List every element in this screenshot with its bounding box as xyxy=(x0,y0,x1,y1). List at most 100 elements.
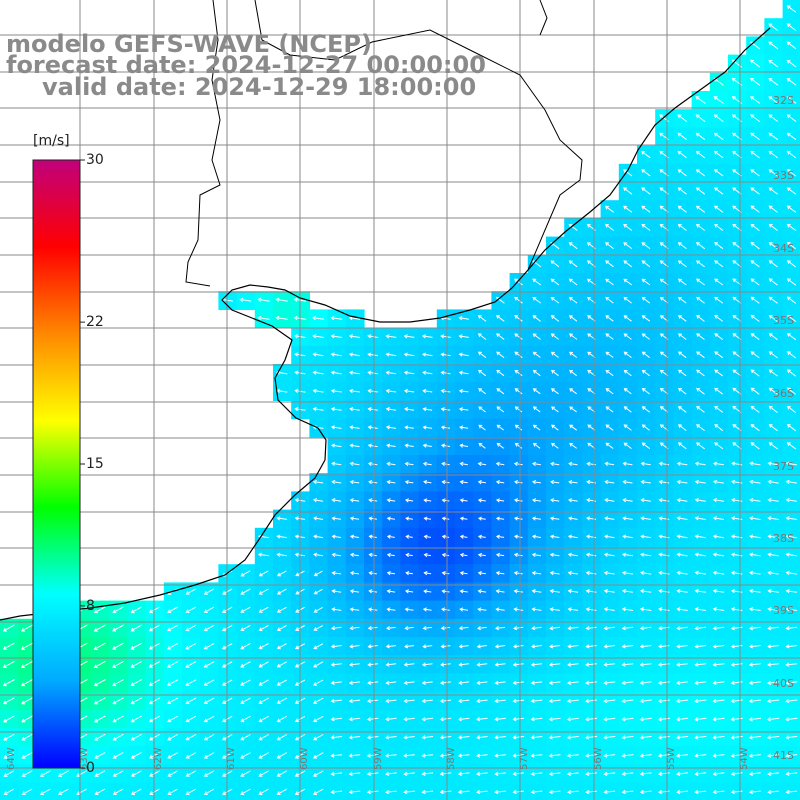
wind-arrow xyxy=(330,425,342,430)
wind-arrow xyxy=(422,352,433,357)
wind-arrow xyxy=(641,406,651,413)
wind-arrow xyxy=(421,334,433,339)
wind-arrow xyxy=(459,443,469,448)
wind-arrow xyxy=(712,588,725,594)
wind-arrow xyxy=(494,789,506,795)
wind-arrow xyxy=(676,479,688,485)
wind-arrow xyxy=(513,626,524,631)
wind-arrow xyxy=(603,680,616,685)
wind-arrow xyxy=(385,680,397,685)
wind-arrow xyxy=(623,187,633,195)
wind-arrow xyxy=(203,752,215,759)
wind-arrow xyxy=(713,169,724,177)
wind-arrow xyxy=(639,662,652,667)
wind-arrow xyxy=(750,132,760,141)
wind-arrow xyxy=(566,735,579,740)
wind-arrow xyxy=(386,479,396,485)
longitude-label: 56W xyxy=(593,747,604,770)
wind-arrow xyxy=(623,169,633,177)
wind-arrow xyxy=(513,479,523,485)
wind-arrow xyxy=(675,735,689,740)
wind-arrow xyxy=(532,388,541,395)
wind-arrow xyxy=(185,788,197,795)
wind-arrow xyxy=(349,644,360,649)
wind-arrow xyxy=(621,626,634,631)
wind-arrow xyxy=(768,387,778,395)
wind-arrow xyxy=(458,662,469,667)
wind-arrow xyxy=(512,717,525,722)
wind-arrow xyxy=(695,114,706,122)
wind-arrow xyxy=(750,424,760,432)
wind-arrow xyxy=(785,479,797,484)
wind-arrow xyxy=(694,516,706,521)
wind-arrow xyxy=(385,370,397,375)
wind-arrow xyxy=(531,626,542,631)
wind-arrow xyxy=(386,607,396,612)
wind-arrow xyxy=(276,534,287,539)
wind-arrow xyxy=(366,771,379,776)
wind-arrow xyxy=(368,516,377,521)
wind-arrow xyxy=(496,369,505,377)
wind-arrow xyxy=(330,370,342,375)
wind-arrow xyxy=(694,626,707,631)
wind-arrow xyxy=(148,715,160,723)
wind-arrow xyxy=(767,461,779,466)
wind-arrow xyxy=(677,132,688,141)
wind-arrow xyxy=(603,626,615,631)
wind-arrow xyxy=(494,771,506,776)
wind-arrow xyxy=(478,442,486,449)
wind-arrow xyxy=(348,334,361,339)
wind-arrow xyxy=(185,642,197,650)
wind-arrow xyxy=(749,626,761,631)
wind-arrow xyxy=(312,334,324,339)
wind-arrow xyxy=(276,734,288,741)
wind-arrow xyxy=(330,680,342,685)
wind-arrow xyxy=(93,624,106,632)
wind-arrow xyxy=(750,278,760,286)
wind-arrow xyxy=(167,606,179,614)
wind-arrow xyxy=(331,552,341,557)
wind-arrow xyxy=(713,150,724,159)
wind-arrow xyxy=(203,734,215,741)
wind-arrow xyxy=(439,698,452,704)
wind-arrow xyxy=(167,733,178,741)
wind-arrow xyxy=(477,461,487,466)
wind-arrow xyxy=(695,132,706,141)
wind-arrow xyxy=(786,187,797,195)
wind-arrow xyxy=(275,315,289,321)
wind-arrow xyxy=(423,516,432,521)
wind-arrow xyxy=(768,96,779,104)
wind-arrow xyxy=(548,789,561,795)
wind-arrow xyxy=(312,770,324,777)
wind-arrow xyxy=(477,571,486,576)
wind-arrow xyxy=(786,169,797,177)
wind-arrow xyxy=(712,607,725,612)
wind-arrow xyxy=(714,442,724,450)
wind-arrow xyxy=(457,753,470,758)
wind-arrow xyxy=(441,480,450,485)
wind-arrow xyxy=(785,735,798,740)
wind-arrow xyxy=(349,407,360,412)
wind-arrow xyxy=(567,607,579,612)
wind-arrow xyxy=(767,534,779,539)
wind-arrow xyxy=(694,498,706,503)
wind-arrow xyxy=(440,425,451,430)
wind-arrow xyxy=(331,534,341,539)
wind-arrow xyxy=(439,717,452,722)
wind-arrow xyxy=(441,571,450,576)
wind-arrow xyxy=(403,789,415,795)
wind-arrow xyxy=(478,424,486,431)
wind-arrow xyxy=(749,479,761,484)
wind-arrow xyxy=(477,333,487,340)
wind-arrow xyxy=(348,753,361,758)
wind-arrow xyxy=(568,296,578,304)
wind-arrow xyxy=(768,260,778,268)
wind-arrow xyxy=(514,424,523,431)
wind-arrow xyxy=(312,388,324,393)
wind-arrow xyxy=(750,96,761,104)
wind-arrow xyxy=(786,260,797,268)
wind-arrow xyxy=(349,607,360,612)
wind-arrow xyxy=(476,771,488,776)
wind-arrow xyxy=(495,570,505,576)
wind-arrow xyxy=(457,789,470,795)
